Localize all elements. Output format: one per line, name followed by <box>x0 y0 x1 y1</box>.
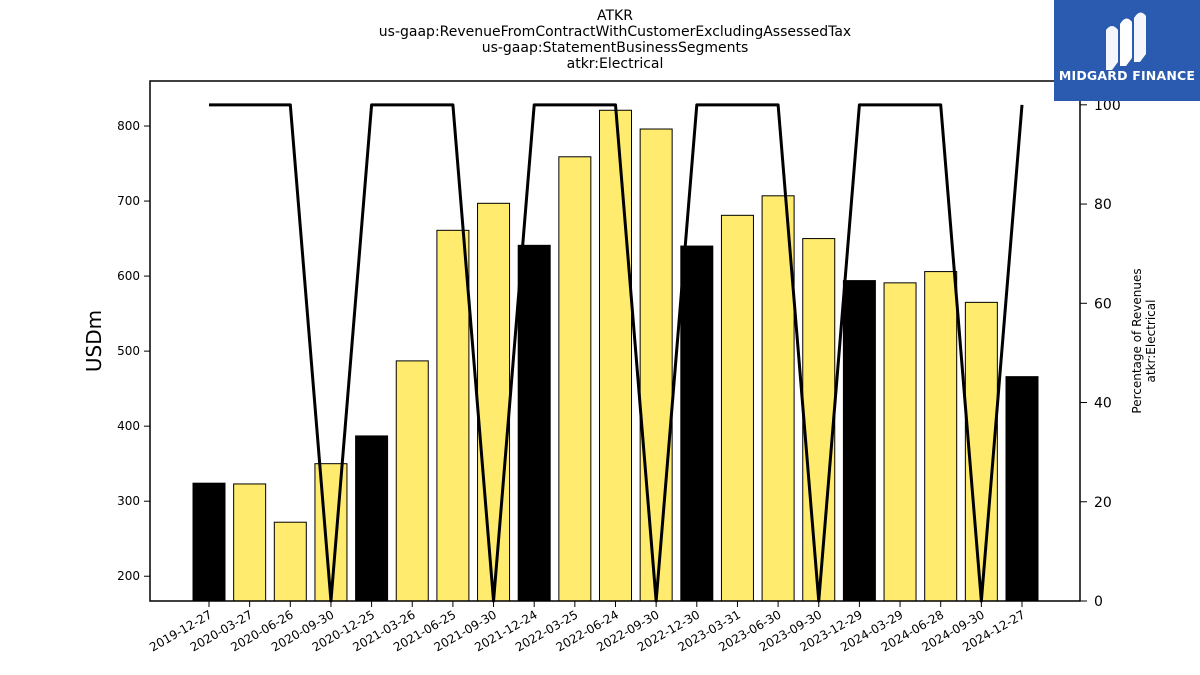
chart-title-line: ATKR <box>597 8 633 24</box>
bar-2019-12-27 <box>192 482 226 602</box>
y-tick-label: 800 <box>117 119 140 133</box>
bar-2022-03-25 <box>558 156 592 602</box>
bar-2023-03-31 <box>720 214 754 602</box>
right-y-axis-label-line: atkr:Electrical <box>1144 300 1158 383</box>
y-tick-label: 200 <box>117 569 140 583</box>
bar-2022-06-24 <box>599 109 632 602</box>
logo-text: MIDGARD FINANCE <box>1058 68 1196 83</box>
y-tick-label: 700 <box>117 194 140 208</box>
chart-title-line: us-gaap:RevenueFromContractWithCustomerE… <box>379 24 851 40</box>
bar-2024-03-29 <box>883 282 917 602</box>
y-axis-label: USDm <box>82 310 106 372</box>
y2-tick-label: 80 <box>1094 197 1112 213</box>
right-y-axis: 0 20 40 60 80 100 <box>1080 98 1121 610</box>
y-tick-label: 500 <box>117 344 140 358</box>
percentage-line-series <box>209 103 1024 603</box>
chart-title-line: us-gaap:StatementBusinessSegments <box>482 40 749 56</box>
x-axis: 2019-12-272020-03-272020-06-262020-09-30… <box>147 601 1028 654</box>
bar-series <box>192 109 1039 602</box>
bar-2024-06-28 <box>924 271 958 602</box>
midgard-finance-logo: MIDGARD FINANCE <box>1054 0 1200 101</box>
chart-title: ATKRus-gaap:RevenueFromContractWithCusto… <box>379 8 851 72</box>
bar-2023-06-30 <box>761 195 795 602</box>
bar-2022-09-30 <box>639 128 673 602</box>
y2-tick-label: 0 <box>1094 594 1103 610</box>
y-tick-label: 600 <box>117 269 140 283</box>
left-y-axis: 200 300 400 500 600 700 800 <box>117 119 150 583</box>
bar-2020-12-25 <box>355 435 389 602</box>
bar-2020-06-26 <box>273 521 307 602</box>
chart-title-line: atkr:Electrical <box>567 56 664 72</box>
bar-2021-09-30 <box>477 202 511 602</box>
right-y-axis-label-line: Percentage of Revenues <box>1130 268 1144 413</box>
midgard-m-logo-icon <box>1106 12 1146 70</box>
bar-2024-12-27 <box>1005 376 1039 602</box>
bar-2021-06-25 <box>436 229 470 602</box>
y2-tick-label: 20 <box>1094 495 1112 511</box>
right-y-axis-label: Percentage of Revenues atkr:Electrical <box>1130 268 1158 413</box>
y-tick-label: 400 <box>117 419 140 433</box>
y2-tick-label: 60 <box>1094 296 1112 312</box>
bar-2023-09-30 <box>802 238 836 602</box>
y2-tick-label: 40 <box>1094 396 1112 412</box>
bar-2021-12-24 <box>517 244 551 602</box>
y2-tick-label: 100 <box>1094 98 1121 114</box>
bar-2020-03-27 <box>233 483 267 602</box>
bar-2020-09-30 <box>314 463 348 602</box>
percentage-line <box>209 103 1024 603</box>
bar-2024-09-30 <box>964 301 998 602</box>
bar-2021-03-26 <box>395 360 429 602</box>
y-tick-label: 300 <box>117 494 140 508</box>
bar-2023-12-29 <box>842 280 876 602</box>
bar-2022-12-30 <box>680 245 714 602</box>
